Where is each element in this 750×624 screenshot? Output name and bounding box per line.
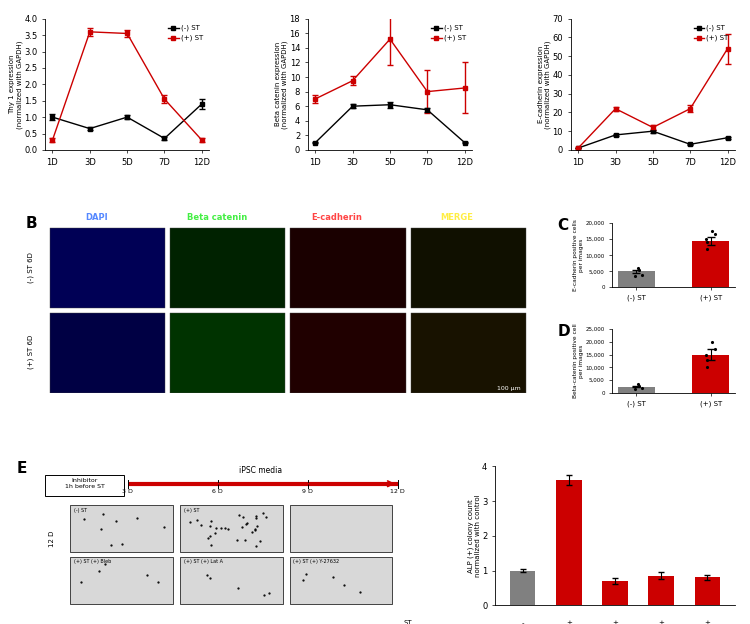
Text: 12 D: 12 D [391, 489, 405, 494]
Text: -: - [521, 620, 524, 624]
Text: E-cadherin: E-cadherin [311, 213, 362, 222]
Y-axis label: Beta-catenin positive cell
per images: Beta-catenin positive cell per images [573, 324, 584, 398]
Text: +: + [566, 620, 572, 624]
Bar [618, 387, 655, 393]
Text: B: B [26, 217, 37, 232]
Text: (-) ST 6D: (-) ST 6D [27, 252, 34, 283]
Text: DAPI: DAPI [86, 213, 108, 222]
Text: +: + [612, 620, 618, 624]
Text: +: + [704, 620, 710, 624]
Y-axis label: E-cadherin positive cells
per images: E-cadherin positive cells per images [573, 220, 584, 291]
Bar [170, 313, 286, 393]
Text: 9 D: 9 D [302, 489, 313, 494]
Bar [290, 505, 392, 552]
Bar [556, 480, 581, 605]
Text: (+) ST: (+) ST [184, 508, 199, 513]
Text: Inhibitor
1h before ST: Inhibitor 1h before ST [64, 478, 104, 489]
Bar [70, 505, 172, 552]
Y-axis label: ALP (+) colony count
normalized with control: ALP (+) colony count normalized with con… [467, 494, 481, 577]
Text: (+) ST (+) Lat A: (+) ST (+) Lat A [184, 560, 223, 565]
Text: MERGE: MERGE [441, 213, 473, 222]
Legend: (-) ST, (+) ST: (-) ST, (+) ST [428, 22, 469, 44]
Text: C: C [557, 218, 568, 233]
Text: ST: ST [404, 620, 412, 624]
Bar [410, 313, 526, 393]
Bar [70, 557, 172, 604]
Bar [290, 557, 392, 604]
Bar [50, 228, 165, 308]
Text: +: + [658, 620, 664, 624]
Bar [510, 570, 536, 605]
Bar [602, 581, 628, 605]
Y-axis label: Thy 1 expression
(normalized with GAPDH): Thy 1 expression (normalized with GAPDH) [9, 40, 22, 129]
Bar [618, 271, 655, 287]
Text: 3 D: 3 D [122, 489, 134, 494]
Bar [180, 557, 283, 604]
FancyBboxPatch shape [45, 475, 125, 495]
Bar [290, 313, 406, 393]
Text: Beta catenin: Beta catenin [187, 213, 247, 222]
Y-axis label: Beta catenin expression
(normalized with GAPDH): Beta catenin expression (normalized with… [274, 40, 288, 129]
Bar [50, 313, 165, 393]
Text: 100 μm: 100 μm [497, 386, 521, 391]
Bar [692, 354, 730, 393]
Bar [170, 228, 286, 308]
Text: iPSC media: iPSC media [239, 466, 283, 475]
Bar [692, 241, 730, 287]
Text: E: E [16, 461, 26, 476]
Bar [290, 228, 406, 308]
Text: (-) ST: (-) ST [74, 508, 87, 513]
Text: (+) ST (+) Bleb: (+) ST (+) Bleb [74, 560, 111, 565]
Legend: (-) ST, (+) ST: (-) ST, (+) ST [166, 22, 206, 44]
Y-axis label: E-cadherin expression
(normalized with GAPDH): E-cadherin expression (normalized with G… [538, 40, 551, 129]
Bar [180, 505, 283, 552]
Text: D: D [557, 324, 570, 339]
Bar [694, 577, 720, 605]
Bar [649, 576, 674, 605]
Text: (+) ST 6D: (+) ST 6D [27, 335, 34, 369]
Text: 6 D: 6 D [212, 489, 223, 494]
Legend: (-) ST, (+) ST: (-) ST, (+) ST [692, 22, 731, 44]
Text: (+) ST (+) Y-27632: (+) ST (+) Y-27632 [293, 560, 340, 565]
Bar [410, 228, 526, 308]
Text: 12 D: 12 D [49, 530, 55, 547]
